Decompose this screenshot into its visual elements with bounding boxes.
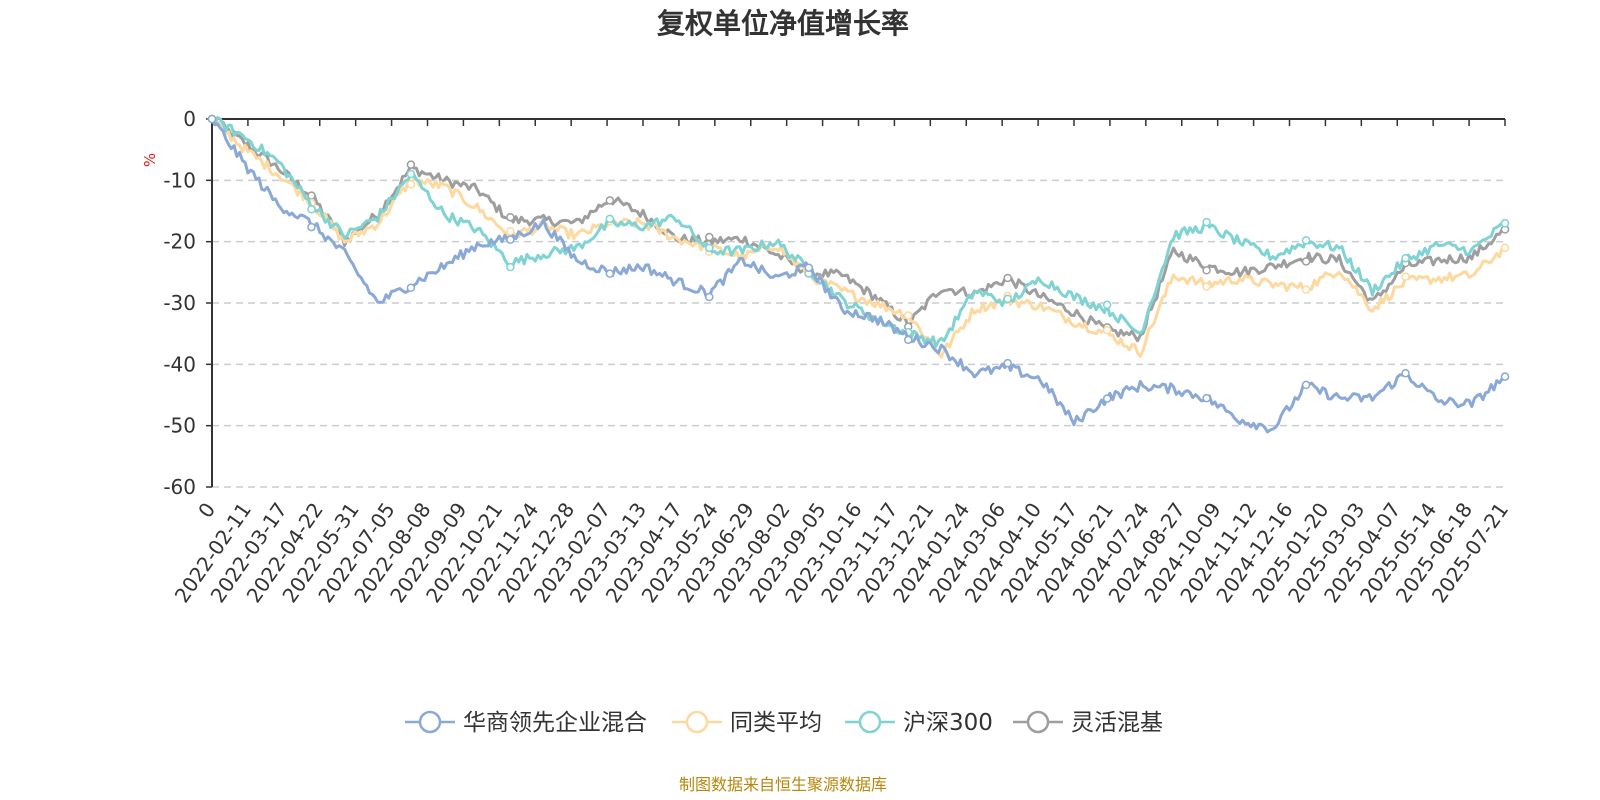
legend-item[interactable]: 灵活混基 [1013,710,1163,736]
series-marker [705,232,714,242]
y-tick-labels: 0 -10 -20 -30 -40 -50 -60 [163,107,196,499]
series-marker [307,205,316,214]
legend-swatch-circle [685,710,709,734]
series-marker [506,235,515,244]
series-marker [406,179,416,189]
series-marker [406,283,416,293]
series-marker [1003,273,1012,283]
axes [206,118,1506,488]
series-marker [1401,368,1410,378]
series-line [211,117,1506,359]
series-marker [1301,257,1311,266]
legend[interactable]: 华商领先企业混合 同类平均 沪深300 灵活混基 [405,710,1163,736]
series-marker [605,269,615,278]
y-tick-label: -10 [163,168,196,192]
series-marker [1500,219,1510,228]
grid-lines [212,179,1505,488]
legend-swatch-circle [858,710,882,734]
legend-label: 灵活混基 [1071,710,1163,736]
series-marker [506,227,515,236]
series-marker [1500,372,1510,381]
series-marker [1401,253,1410,263]
series-marker [705,243,714,253]
series-marker [605,214,615,224]
series-marker [705,292,714,302]
series-marker [1202,266,1211,275]
series-marker [207,114,217,124]
legend-label: 沪深300 [903,710,993,736]
series-marker [406,160,416,169]
legend-label: 同类平均 [730,710,822,736]
chart-title: 复权单位净值增长率 [657,7,909,40]
legend-item[interactable]: 华商领先企业混合 [405,710,647,736]
series-marker [506,212,515,222]
series-marker [307,222,316,232]
data-source-note: 制图数据来自恒生聚源数据库 [679,775,887,794]
y-axis-unit: % [141,153,159,167]
series-marker [1301,380,1311,390]
legend-swatch-circle [1026,710,1050,734]
series-marker [1202,393,1211,403]
y-tick-label: -60 [163,475,196,499]
legend-item[interactable]: 沪深300 [845,710,993,736]
series-marker [903,311,913,320]
series-marker [1301,236,1311,245]
series-lines [207,114,1510,434]
series-marker [1003,358,1012,368]
series-marker [903,335,913,345]
series-marker [1202,217,1211,227]
series-marker [1301,285,1311,294]
series-marker [605,196,615,205]
y-tick-label: -50 [163,414,196,438]
series-line [210,116,1506,348]
legend-label: 华商领先企业混合 [463,710,647,736]
y-tick-label: -40 [163,352,196,376]
series-marker [406,169,416,179]
y-tick-label: 0 [183,107,196,131]
legend-swatch-circle [418,710,442,734]
series-marker [1102,325,1112,335]
series-marker [307,191,316,200]
series-marker [1003,294,1012,304]
series-marker [1500,243,1510,253]
legend-item[interactable]: 同类平均 [672,710,822,736]
series-marker [804,263,814,272]
series-marker [1202,282,1211,291]
series-marker [1102,394,1112,403]
series-marker [1401,272,1410,281]
y-tick-label: -30 [163,291,196,315]
x-tick-label: 0 [193,498,220,522]
y-tick-label: -20 [163,230,196,254]
series-line [211,117,1506,343]
series-line [210,118,1506,434]
series-marker [1102,300,1112,310]
x-tick-labels: 02022-02-112022-03-172022-04-222022-05-3… [170,498,1513,607]
series-marker [506,262,515,272]
